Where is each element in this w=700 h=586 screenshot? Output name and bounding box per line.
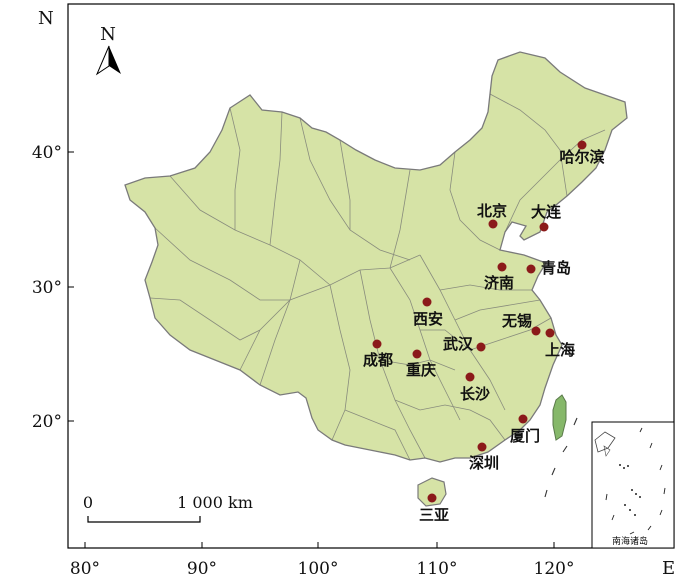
city-marker — [531, 326, 541, 336]
china-landmass — [124, 51, 628, 463]
city-marker — [545, 328, 555, 338]
sea-boundary-dashes — [544, 417, 578, 498]
city-marker — [477, 442, 487, 452]
hainan-island — [417, 477, 447, 507]
city-label: 西安 — [413, 310, 443, 328]
city-sz: 深圳 — [469, 442, 499, 472]
city-label: 北京 — [477, 202, 507, 220]
city-marker — [518, 414, 528, 424]
city-jn: 济南 — [484, 262, 514, 292]
city-cd: 成都 — [363, 339, 393, 369]
city-label: 济南 — [484, 274, 514, 292]
city-label: 青岛 — [541, 259, 571, 277]
city-dl: 大连 — [531, 203, 562, 232]
north-arrow-label: N — [100, 24, 116, 45]
city-marker — [526, 264, 536, 274]
scale-end-label: 1 000 km — [177, 493, 253, 512]
north-arrow: N — [95, 24, 121, 76]
city-label: 重庆 — [406, 361, 436, 379]
city-hrb: 哈尔滨 — [559, 140, 605, 166]
x-tick-100: 100° — [298, 559, 339, 579]
city-wx: 无锡 — [501, 312, 541, 336]
city-qd: 青岛 — [526, 259, 571, 277]
city-marker — [372, 339, 382, 349]
city-cs: 长沙 — [460, 372, 490, 403]
city-bj: 北京 — [477, 202, 507, 229]
x-axis-letter: E — [662, 558, 675, 579]
city-marker — [465, 372, 475, 382]
x-tick-80: 80° — [70, 559, 100, 579]
city-marker — [577, 140, 587, 150]
x-axis-ticks — [84, 542, 555, 548]
city-marker — [539, 222, 549, 232]
city-marker — [497, 262, 507, 272]
y-tick-20: 20° — [32, 412, 62, 432]
y-axis-ticks — [68, 151, 74, 422]
city-label: 深圳 — [469, 454, 499, 472]
scale-bar-line — [87, 516, 201, 523]
city-label: 武汉 — [443, 335, 474, 353]
inset-label: 南海诸岛 — [612, 535, 648, 547]
city-marker — [422, 297, 432, 307]
north-arrow-left-half — [95, 45, 110, 76]
scale-bar: 0 1 000 km — [83, 493, 253, 523]
city-xa: 西安 — [413, 297, 443, 328]
inset-map: 南海诸岛 — [591, 421, 675, 549]
city-sy: 三亚 — [419, 493, 449, 524]
city-marker — [427, 493, 437, 503]
city-label: 哈尔滨 — [559, 148, 604, 166]
city-xm: 厦门 — [510, 414, 540, 445]
north-arrow-right-half — [109, 46, 121, 74]
city-label: 三亚 — [419, 506, 449, 524]
city-label: 长沙 — [460, 385, 490, 403]
x-tick-120: 120° — [534, 559, 575, 579]
map-frame — [67, 3, 675, 549]
y-axis-letter: N — [38, 8, 54, 29]
y-tick-40: 40° — [32, 143, 62, 163]
city-label: 上海 — [545, 341, 575, 359]
scale-zero-label: 0 — [83, 493, 93, 512]
city-label: 无锡 — [501, 312, 532, 330]
province-borders — [149, 93, 606, 461]
city-marker — [476, 342, 486, 352]
city-cq: 重庆 — [406, 349, 436, 379]
city-label: 大连 — [531, 203, 562, 221]
city-label: 厦门 — [510, 427, 540, 445]
city-marker — [412, 349, 422, 359]
city-wh: 武汉 — [443, 335, 486, 353]
y-tick-30: 30° — [32, 278, 62, 298]
x-tick-90: 90° — [187, 559, 217, 579]
city-sh: 上海 — [545, 328, 575, 359]
city-label: 成都 — [363, 351, 393, 369]
city-marker — [488, 219, 498, 229]
x-tick-110: 110° — [417, 559, 458, 579]
taiwan-island — [552, 394, 567, 441]
